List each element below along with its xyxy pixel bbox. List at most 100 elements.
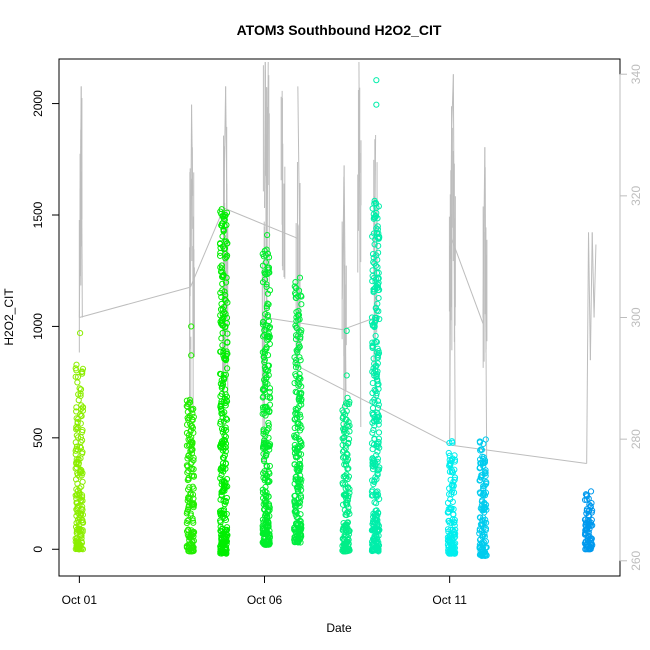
point-7-123 bbox=[451, 516, 458, 524]
connector-line-1 bbox=[189, 207, 225, 288]
outlier-point-0-0 bbox=[77, 329, 84, 337]
point-2-218 bbox=[220, 227, 227, 234]
point-4-154 bbox=[296, 427, 304, 434]
point-4-123 bbox=[292, 291, 299, 298]
point-8-113 bbox=[480, 505, 487, 512]
point-6-66 bbox=[370, 274, 378, 281]
point-5-119 bbox=[342, 481, 349, 488]
point-7-7 bbox=[446, 439, 453, 447]
point-6-263 bbox=[372, 212, 379, 219]
point-8-118 bbox=[483, 552, 490, 559]
point-5-134 bbox=[344, 440, 352, 447]
point-3-232 bbox=[263, 283, 270, 291]
point-2-297 bbox=[222, 433, 229, 440]
point-9-51 bbox=[583, 506, 591, 513]
point-6-219 bbox=[369, 429, 376, 436]
point-6-295 bbox=[371, 525, 379, 532]
point-0-77 bbox=[74, 480, 81, 487]
point-4-213 bbox=[291, 498, 298, 506]
point-4-67 bbox=[292, 279, 299, 286]
point-6-254 bbox=[371, 260, 378, 267]
point-6-282 bbox=[369, 459, 376, 466]
point-5-146 bbox=[344, 394, 351, 401]
point-2-102 bbox=[216, 252, 224, 259]
point-0-177 bbox=[77, 468, 84, 475]
point-3-147 bbox=[264, 300, 271, 307]
point-5-94 bbox=[346, 527, 353, 535]
point-3-206 bbox=[263, 246, 270, 253]
point-4-219 bbox=[293, 409, 300, 416]
point-2-292 bbox=[223, 475, 231, 483]
point-4-207 bbox=[291, 480, 298, 487]
point-3-237 bbox=[266, 504, 273, 511]
point-5-144 bbox=[343, 539, 350, 547]
point-6-264 bbox=[371, 499, 378, 506]
point-1-138 bbox=[187, 399, 194, 406]
point-1-151 bbox=[189, 410, 196, 417]
point-0-166 bbox=[73, 519, 80, 527]
point-6-243 bbox=[369, 389, 376, 397]
outlier-point-1-0 bbox=[188, 323, 195, 330]
connector-line-3 bbox=[264, 317, 343, 331]
point-3-260 bbox=[263, 514, 270, 522]
point-0-98 bbox=[72, 439, 79, 446]
point-4-233 bbox=[291, 441, 298, 449]
point-3-241 bbox=[266, 395, 274, 402]
point-4-124 bbox=[293, 473, 300, 480]
point-9-74 bbox=[584, 516, 591, 524]
point-6-299 bbox=[371, 435, 378, 442]
point-8-126 bbox=[480, 485, 487, 492]
point-6-109 bbox=[374, 264, 381, 271]
point-3-209 bbox=[260, 450, 267, 458]
point-6-147 bbox=[372, 492, 379, 499]
point-4-177 bbox=[293, 431, 300, 439]
point-2-223 bbox=[221, 355, 228, 362]
point-0-132 bbox=[79, 404, 86, 411]
point-4-235 bbox=[296, 354, 303, 361]
point-2-265 bbox=[217, 543, 224, 550]
point-1-86 bbox=[190, 429, 197, 436]
point-7-115 bbox=[450, 531, 458, 539]
connector-line-7 bbox=[451, 238, 484, 324]
point-6-266 bbox=[369, 540, 376, 547]
point-3-168 bbox=[265, 317, 272, 325]
point-3-245 bbox=[262, 522, 269, 529]
point-2-266 bbox=[217, 289, 224, 296]
point-7-108 bbox=[444, 499, 452, 506]
point-2-0 bbox=[218, 262, 225, 269]
point-0-109 bbox=[74, 516, 82, 523]
point-2-182 bbox=[218, 492, 225, 499]
point-2-274 bbox=[220, 507, 227, 514]
point-4-221 bbox=[294, 463, 301, 470]
point-9-24 bbox=[587, 502, 594, 510]
point-2-282 bbox=[223, 540, 230, 548]
point-4-88 bbox=[295, 420, 302, 428]
point-3-195 bbox=[260, 428, 267, 435]
point-0-168 bbox=[74, 503, 81, 510]
outlier-point-1-1 bbox=[188, 352, 195, 359]
point-3-157 bbox=[265, 269, 272, 276]
point-2-207 bbox=[218, 384, 225, 391]
point-6-247 bbox=[372, 489, 380, 496]
point-0-169 bbox=[72, 465, 79, 472]
trace-segment-31 bbox=[588, 232, 591, 361]
point-4-144 bbox=[296, 274, 304, 281]
point-6-280 bbox=[373, 531, 380, 538]
point-6-184 bbox=[374, 397, 382, 405]
point-3-234 bbox=[261, 331, 268, 339]
point-4-5 bbox=[292, 360, 299, 367]
point-5-140 bbox=[341, 472, 349, 480]
point-5-145 bbox=[345, 423, 352, 430]
point-8-121 bbox=[479, 521, 486, 528]
point-1-114 bbox=[190, 519, 197, 526]
point-0-167 bbox=[73, 540, 81, 547]
point-3-261 bbox=[264, 380, 271, 388]
point-1-99 bbox=[183, 462, 191, 469]
point-6-272 bbox=[373, 209, 380, 217]
point-0-153 bbox=[73, 415, 80, 422]
point-5-150 bbox=[340, 425, 347, 432]
point-2-290 bbox=[217, 519, 224, 526]
point-7-102 bbox=[445, 535, 453, 542]
point-1-152 bbox=[187, 512, 194, 519]
